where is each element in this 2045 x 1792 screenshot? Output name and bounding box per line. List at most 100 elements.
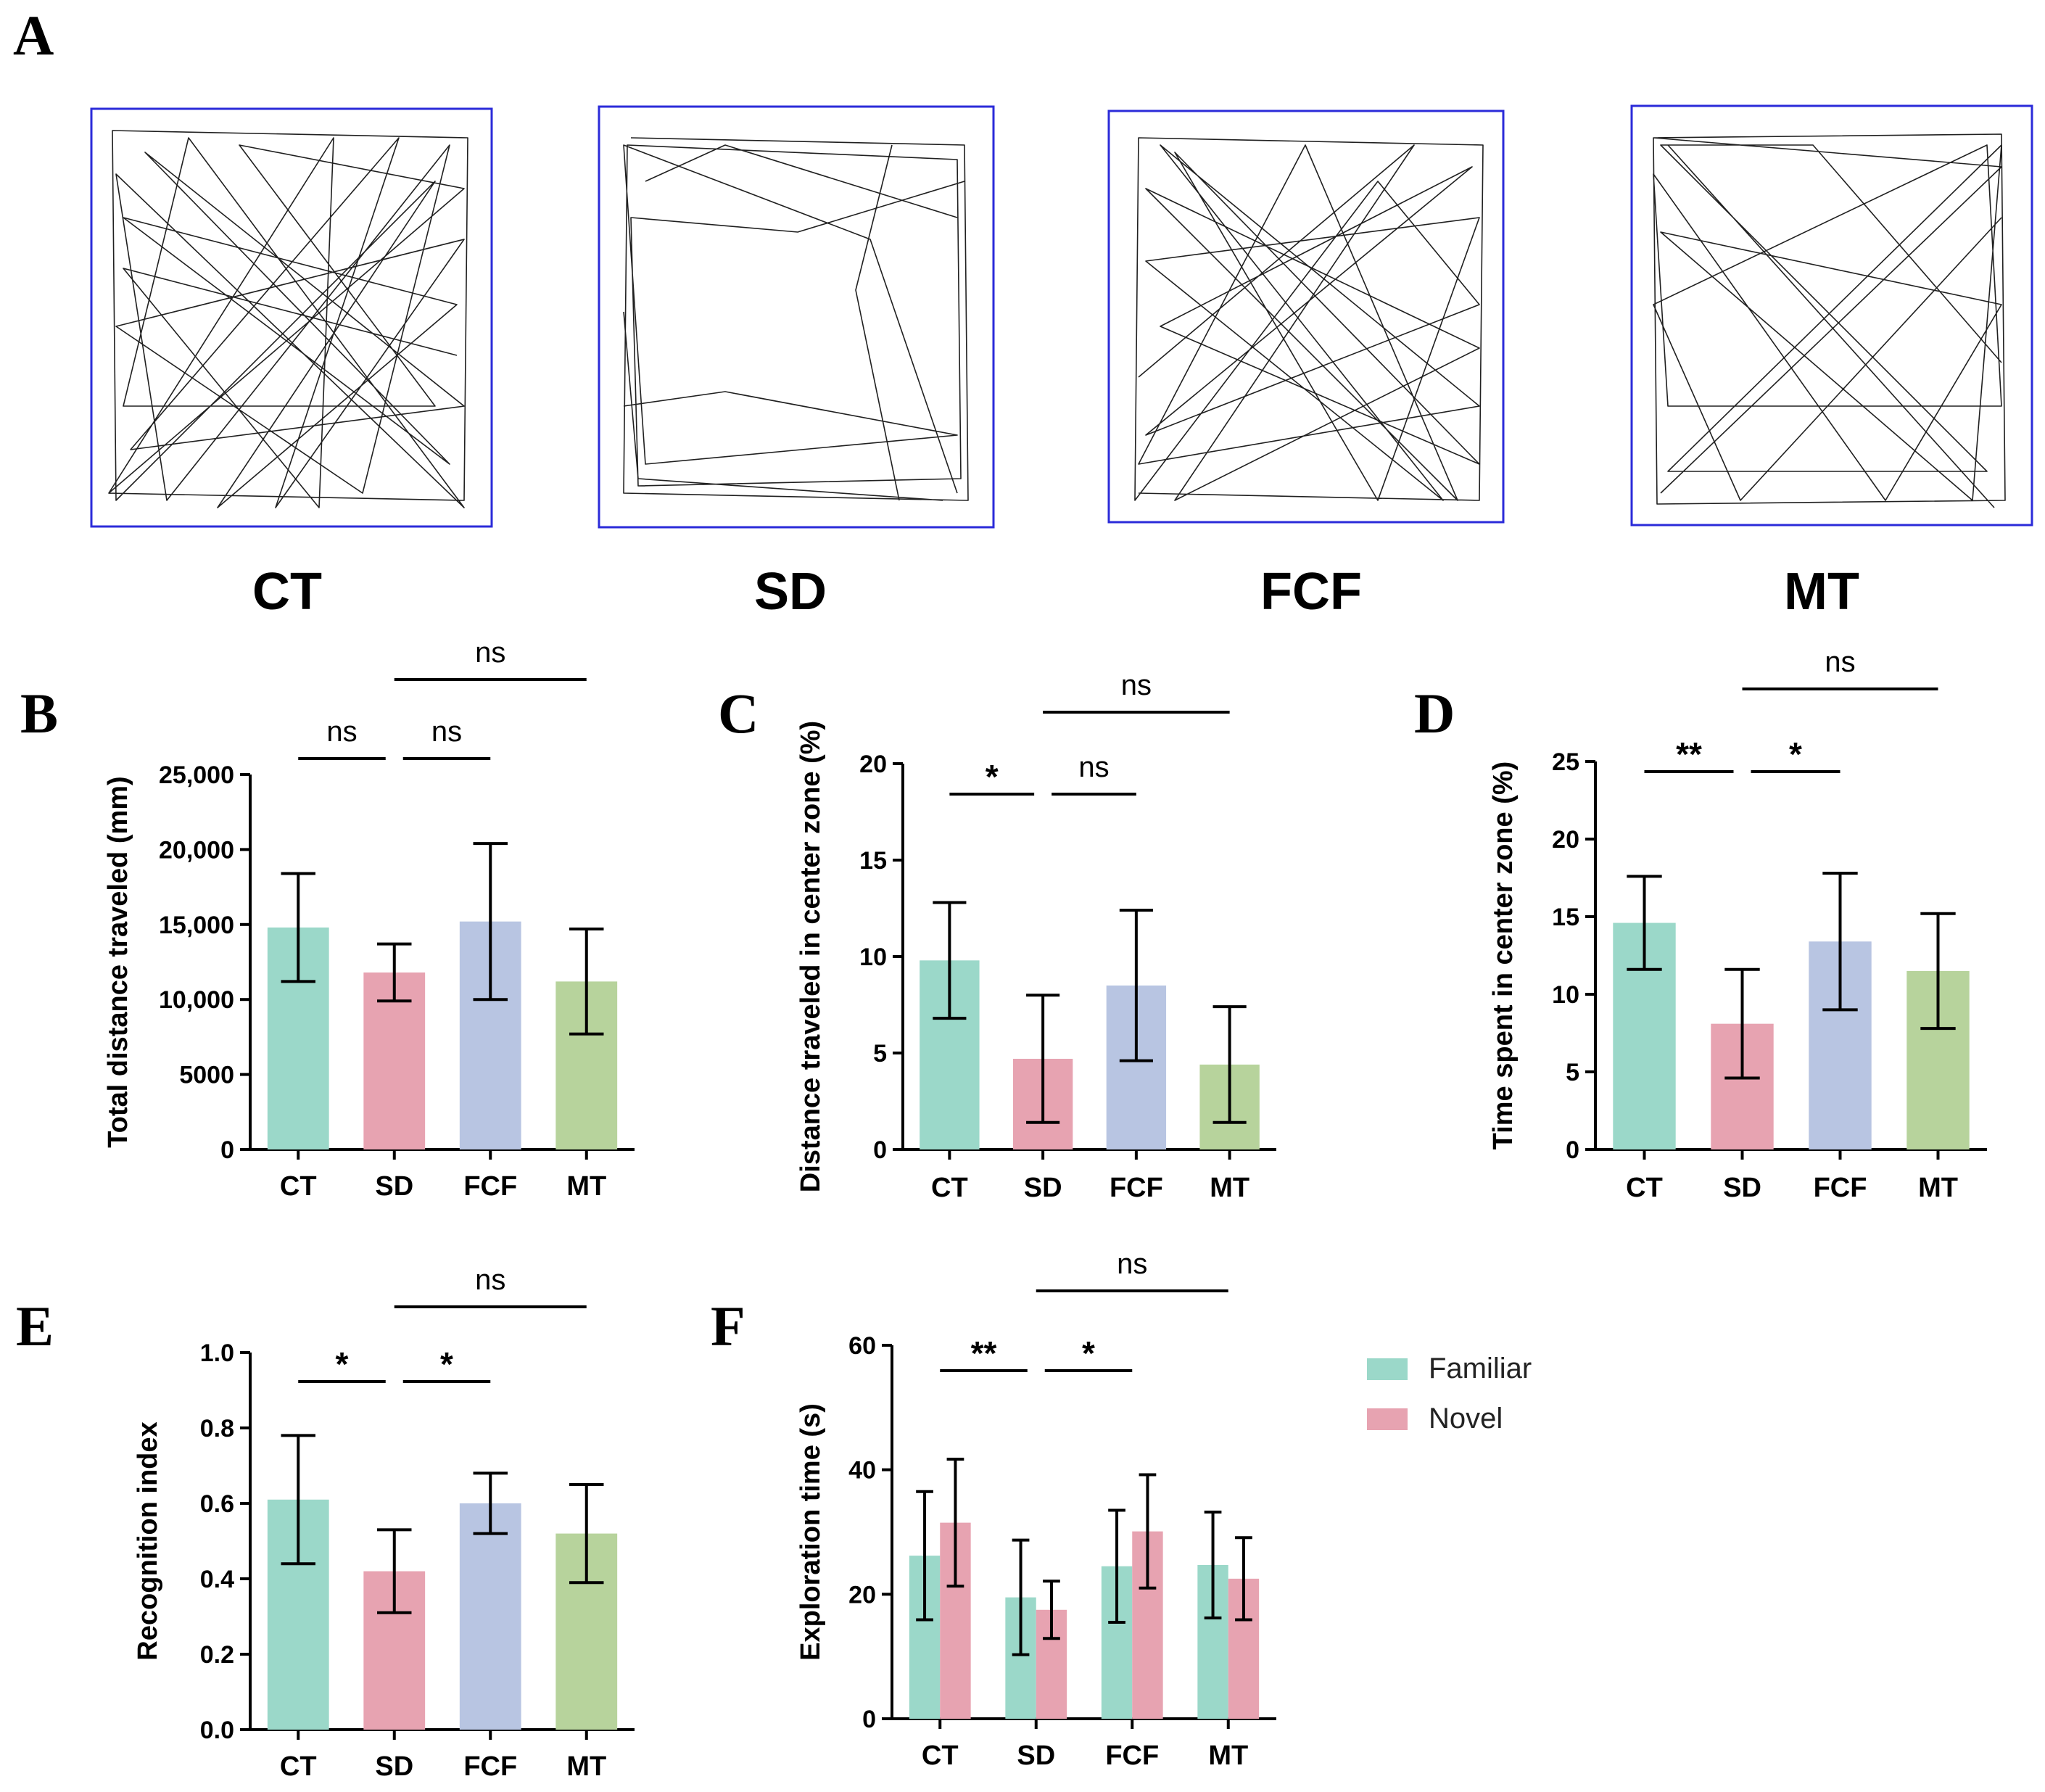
chart-c-ytick-label: 15: [859, 847, 887, 875]
arena-sd-title: SD: [754, 563, 827, 621]
chart-c-category-label: MT: [1210, 1173, 1249, 1203]
chart-d: D 0 5 10 15 20 25 Time spent in center zone (%…: [1414, 646, 1987, 1203]
chart-f-category-label: MT: [1208, 1741, 1248, 1771]
chart-d-category-label: CT: [1626, 1173, 1663, 1203]
chart-c-sig-label: *: [986, 758, 999, 796]
chart-b-category-label: SD: [375, 1171, 413, 1202]
chart-c-category-label: CT: [931, 1173, 968, 1203]
legend: Familiar Novel: [1367, 1353, 1532, 1434]
chart-c-y-label: Distance traveled in center zone (%): [796, 721, 826, 1192]
arena-ct-box: [90, 107, 493, 528]
chart-b-category-label: CT: [280, 1171, 317, 1202]
chart-e-ytick-label: 0.2: [200, 1641, 234, 1669]
chart-b-sig-label: ns: [475, 637, 505, 669]
legend-swatch-novel: [1367, 1408, 1408, 1430]
chart-f-sig-label: **: [971, 1334, 997, 1372]
chart-f-category-label: FCF: [1105, 1741, 1159, 1771]
panel-a-letter: A: [13, 4, 54, 67]
chart-e-ytick-label: 0.0: [200, 1717, 234, 1744]
chart-f-ytick-label: 0: [862, 1706, 876, 1733]
chart-d-ytick-label: 10: [1552, 981, 1579, 1009]
arena-ct-track: [108, 130, 468, 508]
chart-c-ytick-label: 10: [859, 944, 887, 971]
chart-d-category-label: MT: [1918, 1173, 1958, 1203]
arena-fcf-track: [1134, 137, 1484, 501]
arena-sd-track: [623, 137, 969, 501]
chart-b-ytick-label: 10,000: [159, 986, 234, 1014]
chart-e-sig-label: ns: [475, 1264, 505, 1296]
panel-c-letter: C: [718, 682, 759, 745]
arena-ct: CT: [90, 107, 493, 621]
arena-fcf: FCF: [1107, 110, 1505, 621]
chart-c-ytick-label: 20: [859, 751, 887, 778]
panel-d-letter: D: [1414, 682, 1455, 745]
chart-c-ytick-label: 5: [873, 1040, 887, 1068]
chart-b-ytick-label: 15,000: [159, 912, 234, 939]
chart-e-category-label: MT: [566, 1751, 606, 1782]
chart-e-ytick-label: 0.8: [200, 1415, 234, 1442]
chart-c-sig-label: ns: [1078, 751, 1109, 783]
chart-f-sig-label: *: [1082, 1334, 1095, 1372]
chart-e-ytick-label: 0.4: [200, 1566, 234, 1593]
arena-mt-title: MT: [1784, 563, 1859, 621]
chart-d-category-label: FCF: [1814, 1173, 1867, 1203]
chart-d-y-label: Time spent in center zone (%): [1488, 761, 1519, 1150]
chart-d-sig-label: *: [1789, 735, 1802, 773]
chart-f-category-label: CT: [922, 1741, 959, 1771]
chart-f-ytick-label: 20: [848, 1581, 876, 1609]
chart-c-sig-label: ns: [1121, 669, 1152, 701]
chart-b-ytick-label: 25,000: [159, 761, 234, 789]
chart-b-sig-label: ns: [326, 716, 357, 748]
chart-e-category-label: SD: [375, 1751, 413, 1782]
arena-fcf-title: FCF: [1260, 563, 1362, 621]
chart-e-y-label: Recognition index: [133, 1421, 163, 1660]
chart-c: C 0 5 10 15 20 Distance traveled in center zo…: [718, 669, 1276, 1203]
chart-f-ytick-label: 60: [848, 1332, 876, 1360]
chart-b-y-label: Total distance traveled (mm): [103, 776, 133, 1147]
legend-label-familiar: Familiar: [1429, 1353, 1532, 1384]
chart-f-ytick-label: 40: [848, 1457, 876, 1485]
chart-b-ytick-label: 0: [220, 1136, 234, 1164]
chart-f-sig-label: ns: [1117, 1248, 1147, 1280]
chart-d-ytick-label: 15: [1552, 904, 1579, 931]
chart-d-ytick-label: 25: [1552, 748, 1579, 776]
chart-d-sig-label: ns: [1825, 646, 1855, 678]
chart-d-ytick-label: 0: [1566, 1136, 1579, 1164]
panel-f-letter: F: [711, 1295, 745, 1358]
chart-f-category-label: SD: [1017, 1741, 1055, 1771]
chart-e-ytick-label: 0.6: [200, 1490, 234, 1518]
chart-d-sig-label: **: [1676, 735, 1702, 773]
chart-c-ytick-label: 0: [873, 1136, 887, 1164]
legend-swatch-familiar: [1367, 1358, 1408, 1380]
chart-d-ytick-label: 5: [1566, 1059, 1579, 1086]
legend-label-novel: Novel: [1429, 1403, 1503, 1434]
chart-e: E 0.0 0.2 0.4 0.6 0.8 1.0 Recognition index CT S…: [16, 1264, 635, 1782]
chart-c-category-label: SD: [1024, 1173, 1062, 1203]
chart-b-sig-label: ns: [431, 716, 462, 748]
chart-c-category-label: FCF: [1110, 1173, 1163, 1203]
chart-d-category-label: SD: [1723, 1173, 1761, 1203]
panel-e-letter: E: [16, 1295, 54, 1358]
chart-e-sig-label: *: [440, 1345, 453, 1383]
chart-e-category-label: CT: [280, 1751, 317, 1782]
chart-e-category-label: FCF: [463, 1751, 517, 1782]
chart-d-ytick-label: 20: [1552, 826, 1579, 854]
arena-mt: MT: [1630, 104, 2033, 621]
arena-sd-box: [598, 105, 995, 529]
arena-mt-track: [1653, 133, 2006, 508]
arena-ct-title: CT: [252, 563, 322, 621]
chart-e-bar-fcf: [459, 1503, 521, 1730]
chart-b-category-label: MT: [566, 1171, 606, 1202]
arena-sd: SD: [598, 105, 995, 621]
chart-f-y-label: Exploration time (s): [796, 1403, 826, 1661]
chart-b-ytick-label: 5000: [179, 1062, 234, 1089]
chart-b: B 0 5000 10,000 15,000 20,000 25,000 Total dis…: [20, 637, 635, 1202]
panel-a: A CT SD FCF MT: [13, 4, 2033, 621]
chart-b-ytick-label: 20,000: [159, 836, 234, 864]
panel-b-letter: B: [20, 682, 58, 745]
chart-b-category-label: FCF: [463, 1171, 517, 1202]
chart-e-ytick-label: 1.0: [200, 1339, 234, 1367]
chart-e-sig-label: *: [336, 1345, 349, 1383]
